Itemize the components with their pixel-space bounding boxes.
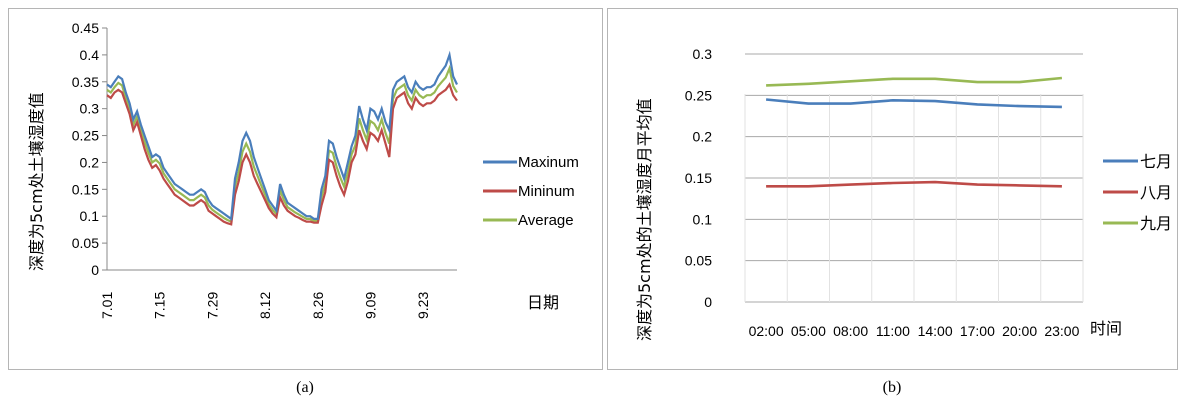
chart-panel-a: 0 0.05 0.1 0.15 0.2 0.25 0.3 0.35 0.4 0.45 7.01 7.… bbox=[8, 8, 603, 370]
y-tick-label: 0.2 bbox=[693, 129, 713, 145]
x-tick-label: 23:00 bbox=[1044, 323, 1079, 339]
y-tick-label: 0.05 bbox=[72, 235, 99, 251]
x-tick-label: 9.23 bbox=[415, 292, 431, 319]
y-tick-label: 0.2 bbox=[80, 154, 100, 170]
series-line bbox=[766, 180, 1062, 188]
chart-b-gridlines bbox=[744, 53, 1084, 303]
caption-a: (a) bbox=[296, 379, 314, 396]
y-tick-label: 0.25 bbox=[685, 87, 712, 103]
legend-label: Average bbox=[518, 212, 574, 229]
y-tick-label: 0.35 bbox=[72, 74, 99, 90]
chart-b-x-ticks: 02:00 05:00 08:00 11:00 14:00 17:00 20:00 23:00 bbox=[749, 323, 1080, 339]
caption-b: (b) bbox=[882, 379, 902, 396]
x-tick-label: 08:00 bbox=[833, 323, 868, 339]
chart-a-y-label: 深度为5cm处土壤湿度值 bbox=[27, 92, 46, 271]
y-tick-label: 0 bbox=[704, 294, 712, 310]
x-tick-label: 17:00 bbox=[960, 323, 995, 339]
y-tick-label: 0.05 bbox=[685, 253, 712, 269]
x-tick-label: 7.29 bbox=[204, 292, 220, 319]
x-tick-label: 9.09 bbox=[362, 292, 378, 319]
chart-a-series-lines bbox=[106, 50, 458, 226]
chart-b-svg: 0 0.05 0.1 0.15 0.2 0.25 0.3 02:00 05:00 08:00 11… bbox=[635, 46, 1172, 341]
x-tick-label: 7.15 bbox=[152, 292, 168, 319]
y-tick-label: 0.1 bbox=[80, 208, 100, 224]
chart-b-series-lines bbox=[765, 76, 1063, 188]
chart-a-y-ticks: 0 0.05 0.1 0.15 0.2 0.25 0.3 0.35 0.4 0.45 bbox=[72, 20, 108, 278]
series-line-mininum bbox=[106, 82, 458, 226]
y-tick-label: 0.15 bbox=[685, 170, 712, 186]
y-tick-label: 0.1 bbox=[693, 211, 713, 227]
legend-label: 八月 bbox=[1140, 183, 1172, 202]
y-tick-label: 0.3 bbox=[80, 101, 100, 117]
chart-b-y-ticks: 0 0.05 0.1 0.15 0.2 0.25 0.3 bbox=[685, 46, 712, 310]
series-line bbox=[766, 76, 1063, 87]
legend-label: Mininum bbox=[518, 183, 575, 200]
x-tick-label: 11:00 bbox=[876, 323, 910, 339]
x-tick-label: 8.26 bbox=[310, 292, 326, 319]
chart-b-x-label: 时间 bbox=[1090, 319, 1122, 338]
chart-b-y-label: 深度为5cm处的土壤湿度月平均值 bbox=[635, 98, 654, 341]
legend-label: 九月 bbox=[1140, 214, 1172, 233]
chart-a-svg: 00.050.10.150.20.250.30.350.40.45 7.01 7.… bbox=[27, 20, 579, 319]
x-tick-label: 05:00 bbox=[791, 323, 826, 339]
chart-panel-b: 0 0.05 0.1 0.15 0.2 0.25 0.3 02:00 05:00 08:00 11… bbox=[607, 8, 1178, 370]
chart-a-x-label: 日期 bbox=[527, 293, 559, 312]
y-tick-label: 0.3 bbox=[693, 46, 713, 62]
y-tick-label: 0.25 bbox=[72, 128, 99, 144]
x-tick-label: 02:00 bbox=[749, 323, 784, 339]
series-line-maxinum bbox=[106, 50, 458, 221]
legend-label: Maxinum bbox=[518, 154, 579, 171]
series-line-average bbox=[106, 64, 458, 224]
x-tick-label: 8.12 bbox=[257, 292, 273, 319]
y-tick-label: 0.45 bbox=[72, 20, 99, 36]
y-tick-label: 0.15 bbox=[72, 181, 99, 197]
y-tick-label: 0 bbox=[91, 262, 99, 278]
y-tick-label: 0.4 bbox=[80, 47, 100, 63]
x-tick-label: 7.01 bbox=[99, 292, 115, 319]
chart-a-legend: Maxinum Mininum Average bbox=[483, 154, 579, 229]
x-tick-label: 14:00 bbox=[918, 323, 953, 339]
chart-a-x-ticks: 7.01 7.15 7.29 8.12 8.26 9.09 9.23 bbox=[99, 292, 431, 319]
x-tick-label: 20:00 bbox=[1002, 323, 1037, 339]
series-line bbox=[765, 98, 1062, 109]
legend-label: 七月 bbox=[1140, 152, 1172, 171]
